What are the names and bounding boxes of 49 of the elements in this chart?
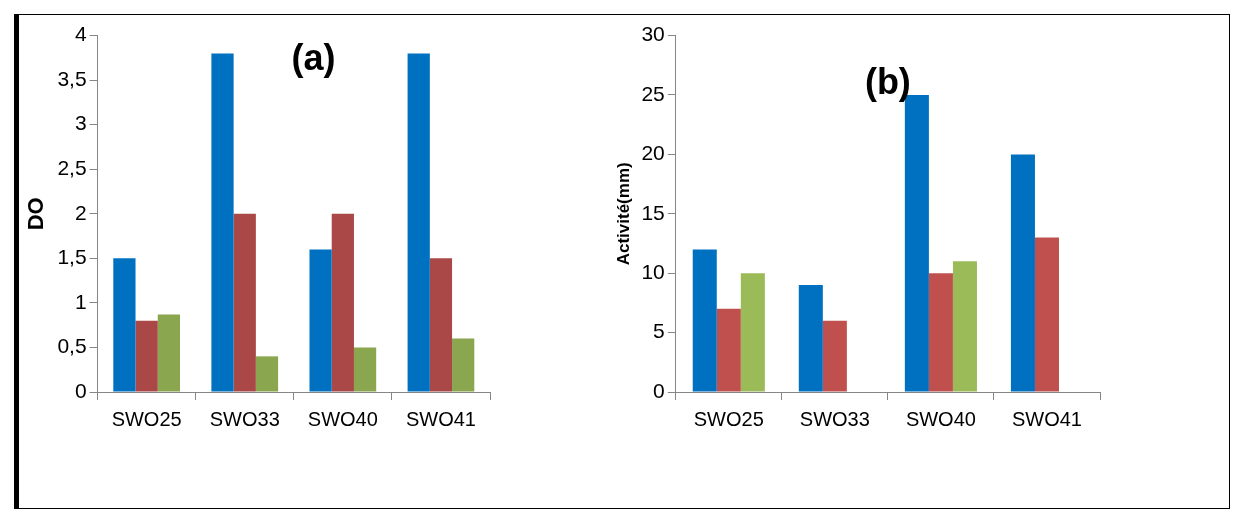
y-tick-label: 2,5 <box>57 156 87 180</box>
x-tick-label: SWO40 <box>307 407 378 430</box>
x-tick-label: SWO41 <box>405 407 476 430</box>
x-tick-label: SWO41 <box>1011 407 1082 430</box>
bar <box>1034 237 1059 392</box>
bar <box>716 308 741 392</box>
y-axis-title: DO <box>23 197 49 231</box>
y-tick-label: 2 <box>74 200 87 224</box>
text: (b) <box>864 60 911 102</box>
bar <box>822 320 847 392</box>
bar <box>798 285 823 392</box>
bar <box>211 53 234 392</box>
y-tick-label: 0 <box>74 378 87 402</box>
y-tick-label: 25 <box>641 81 665 105</box>
y-tick-label: 1,5 <box>57 245 87 269</box>
y-axis-title: Activité(mm) <box>613 162 633 266</box>
y-tick-label: 1 <box>74 289 87 313</box>
bar <box>928 273 953 392</box>
bar <box>233 213 256 392</box>
bar <box>135 320 158 392</box>
bar <box>353 347 377 392</box>
bar <box>309 249 332 392</box>
bar <box>452 338 475 392</box>
bar <box>407 53 430 392</box>
bar <box>740 273 765 392</box>
bar <box>113 258 136 392</box>
x-tick-label: SWO25 <box>111 407 182 430</box>
x-tick-label: SWO40 <box>905 407 976 430</box>
bar <box>1010 154 1035 392</box>
x-tick-label: SWO33 <box>799 407 870 430</box>
y-tick-label: 3,5 <box>57 66 87 90</box>
bar <box>429 258 453 392</box>
bar <box>952 261 977 392</box>
chart-title: (a) <box>291 36 336 78</box>
y-tick-label: 30 <box>641 22 665 46</box>
bar <box>331 213 354 392</box>
y-tick-label: 10 <box>641 260 665 283</box>
x-tick-label: SWO25 <box>693 407 764 430</box>
y-tick-label: 4 <box>74 22 87 46</box>
bar <box>255 356 279 392</box>
y-tick-label: 0,5 <box>57 334 87 358</box>
x-tick-label: SWO33 <box>209 407 280 430</box>
y-tick-label: 3 <box>74 111 87 135</box>
y-tick-label: 5 <box>653 319 665 343</box>
y-tick-label: 0 <box>653 378 665 402</box>
y-tick-label: 20 <box>641 141 665 165</box>
bar <box>692 249 717 392</box>
y-tick-label: 15 <box>641 200 665 224</box>
bar <box>157 314 180 392</box>
